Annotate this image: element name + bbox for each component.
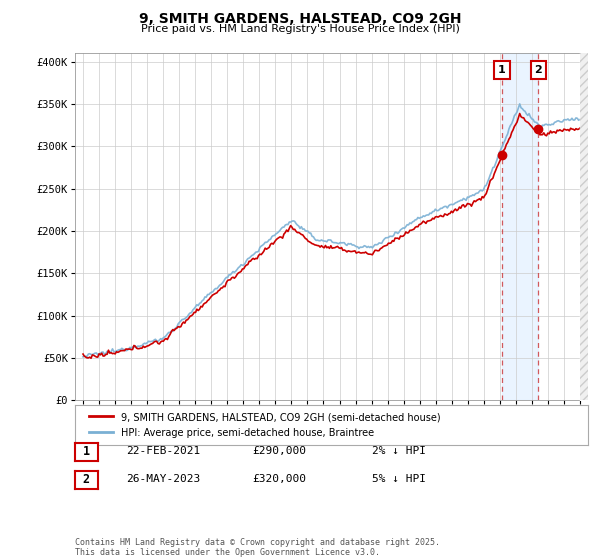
Text: 2% ↓ HPI: 2% ↓ HPI [372, 446, 426, 456]
Text: £290,000: £290,000 [252, 446, 306, 456]
Bar [502, 53, 538, 400]
Text: 22-FEB-2021: 22-FEB-2021 [126, 446, 200, 456]
Legend: 9, SMITH GARDENS, HALSTEAD, CO9 2GH (semi-detached house), HPI: Average price, s: 9, SMITH GARDENS, HALSTEAD, CO9 2GH (sem… [85, 408, 445, 442]
Text: 9, SMITH GARDENS, HALSTEAD, CO9 2GH: 9, SMITH GARDENS, HALSTEAD, CO9 2GH [139, 12, 461, 26]
Text: Price paid vs. HM Land Registry's House Price Index (HPI): Price paid vs. HM Land Registry's House … [140, 24, 460, 34]
Text: 5% ↓ HPI: 5% ↓ HPI [372, 474, 426, 484]
Text: 26-MAY-2023: 26-MAY-2023 [126, 474, 200, 484]
Bar [580, 53, 588, 400]
Text: 2: 2 [83, 473, 90, 487]
Text: £320,000: £320,000 [252, 474, 306, 484]
Text: Contains HM Land Registry data © Crown copyright and database right 2025.
This d: Contains HM Land Registry data © Crown c… [75, 538, 440, 557]
Text: 1: 1 [83, 445, 90, 459]
Text: 2: 2 [535, 65, 542, 75]
Text: 1: 1 [498, 65, 506, 75]
